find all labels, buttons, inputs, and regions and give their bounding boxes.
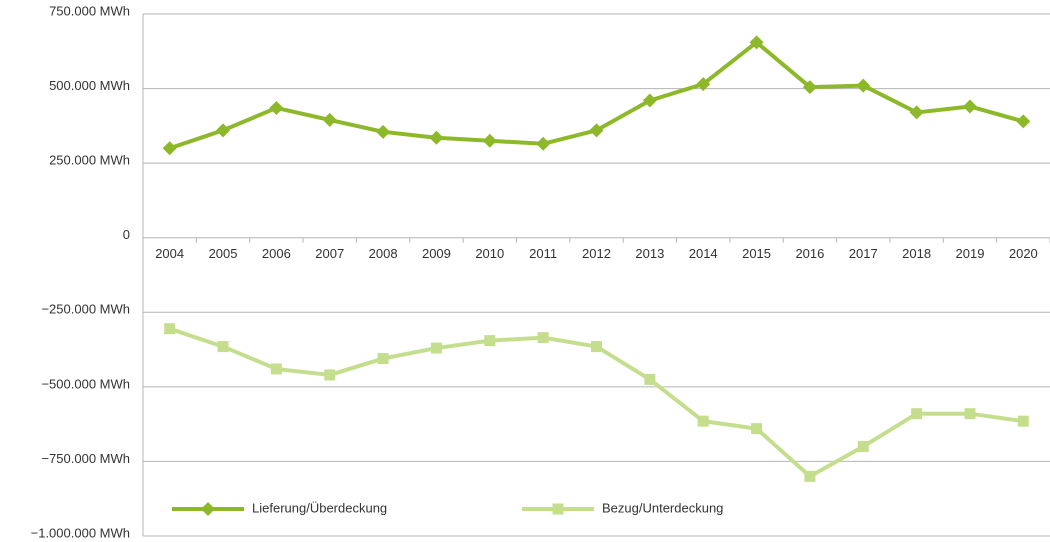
marker [697, 415, 709, 427]
marker [322, 112, 337, 127]
x-tick-label: 2018 [902, 246, 931, 261]
marker [217, 341, 229, 353]
y-tick-label: 500.000 MWh [49, 78, 130, 93]
y-tick-label: 750.000 MWh [49, 3, 130, 18]
x-tick-label: 2019 [956, 246, 985, 261]
x-tick-label: 2011 [529, 246, 557, 261]
x-tick-label: 2007 [315, 246, 344, 261]
legend-label: Bezug/Unterdeckung [602, 500, 723, 515]
marker [1016, 114, 1031, 129]
marker [484, 335, 496, 347]
x-tick-label: 2004 [155, 246, 184, 261]
marker [696, 77, 711, 92]
x-tick-label: 2015 [742, 246, 771, 261]
x-tick-label: 2005 [209, 246, 238, 261]
marker [537, 332, 549, 344]
marker [751, 423, 763, 435]
marker [201, 502, 215, 516]
marker [536, 136, 551, 151]
x-tick-label: 2010 [475, 246, 504, 261]
marker [802, 80, 817, 95]
marker [270, 363, 282, 375]
marker [162, 141, 177, 156]
marker [749, 35, 764, 50]
marker [429, 130, 444, 145]
x-tick-label: 2012 [582, 246, 611, 261]
y-tick-label: 250.000 MWh [49, 153, 130, 168]
marker [164, 323, 176, 335]
marker [216, 123, 231, 138]
legend-label: Lieferung/Überdeckung [252, 500, 387, 515]
x-tick-label: 2008 [369, 246, 398, 261]
x-tick-label: 2014 [689, 246, 718, 261]
x-tick-label: 2009 [422, 246, 451, 261]
y-tick-label: −1.000.000 MWh [31, 525, 130, 540]
x-tick-label: 2016 [795, 246, 824, 261]
marker [482, 133, 497, 148]
x-tick-label: 2006 [262, 246, 291, 261]
marker [962, 99, 977, 114]
x-tick-label: 2017 [849, 246, 878, 261]
marker [591, 341, 602, 353]
marker [589, 123, 604, 138]
marker [324, 369, 336, 381]
y-tick-label: −750.000 MWh [41, 451, 130, 466]
marker [642, 93, 657, 108]
marker [430, 342, 442, 354]
marker [857, 441, 869, 453]
marker [376, 124, 391, 139]
marker [909, 105, 924, 120]
marker [911, 408, 923, 420]
marker [552, 503, 564, 515]
y-tick-label: 0 [123, 227, 130, 242]
x-tick-label: 2013 [635, 246, 664, 261]
marker [269, 100, 284, 115]
marker [856, 78, 871, 93]
y-tick-label: −500.000 MWh [41, 376, 130, 391]
marker [1017, 415, 1029, 427]
marker [644, 373, 656, 385]
marker [377, 353, 389, 365]
x-tick-label: 2020 [1009, 246, 1038, 261]
marker [964, 408, 976, 420]
marker [804, 470, 816, 482]
y-tick-label: −250.000 MWh [41, 302, 130, 317]
